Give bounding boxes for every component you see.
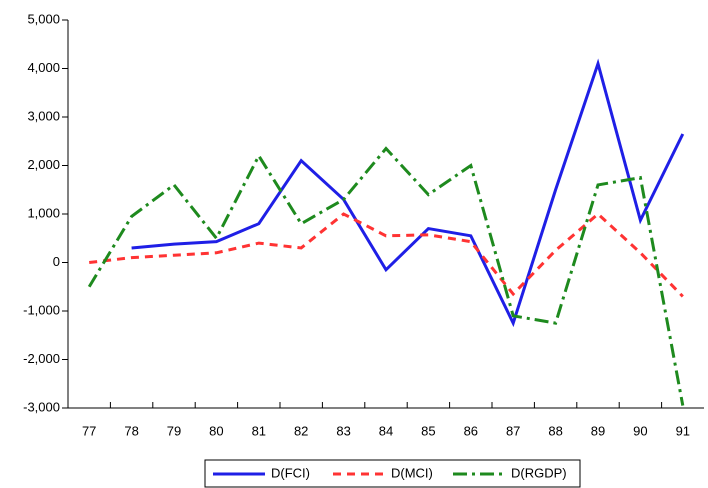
y-tick-label: 1,000 (27, 205, 60, 220)
x-tick-label: 83 (336, 423, 350, 438)
y-tick-label: 2,000 (27, 157, 60, 172)
y-tick-label: 3,000 (27, 108, 60, 123)
series-line (87, 146, 685, 406)
legend-label: D(FCI) (271, 465, 310, 480)
series-line (89, 211, 684, 298)
y-tick-label: 5,000 (27, 11, 60, 26)
legend-label: D(RGDP) (511, 465, 567, 480)
series-line (131, 58, 685, 328)
x-tick-label: 80 (209, 423, 223, 438)
x-tick-label: 78 (124, 423, 138, 438)
x-tick-label: 87 (506, 423, 520, 438)
legend-label: D(MCI) (391, 465, 433, 480)
x-tick-label: 88 (548, 423, 562, 438)
x-tick-label: 91 (676, 423, 690, 438)
y-tick-label: -2,000 (23, 351, 60, 366)
x-tick-label: 85 (421, 423, 435, 438)
legend-box (204, 459, 581, 488)
x-tick-label: 89 (591, 423, 605, 438)
x-tick-label: 86 (464, 423, 478, 438)
y-tick-label: -1,000 (23, 302, 60, 317)
y-tick-label: 0 (53, 254, 60, 269)
x-tick-label: 90 (633, 423, 647, 438)
x-tick-label: 84 (379, 423, 393, 438)
y-tick-label: 4,000 (27, 60, 60, 75)
x-tick-label: 81 (252, 423, 266, 438)
y-tick-label: -3,000 (23, 399, 60, 414)
x-tick-label: 77 (82, 423, 96, 438)
x-tick-label: 79 (167, 423, 181, 438)
x-tick-label: 82 (294, 423, 308, 438)
